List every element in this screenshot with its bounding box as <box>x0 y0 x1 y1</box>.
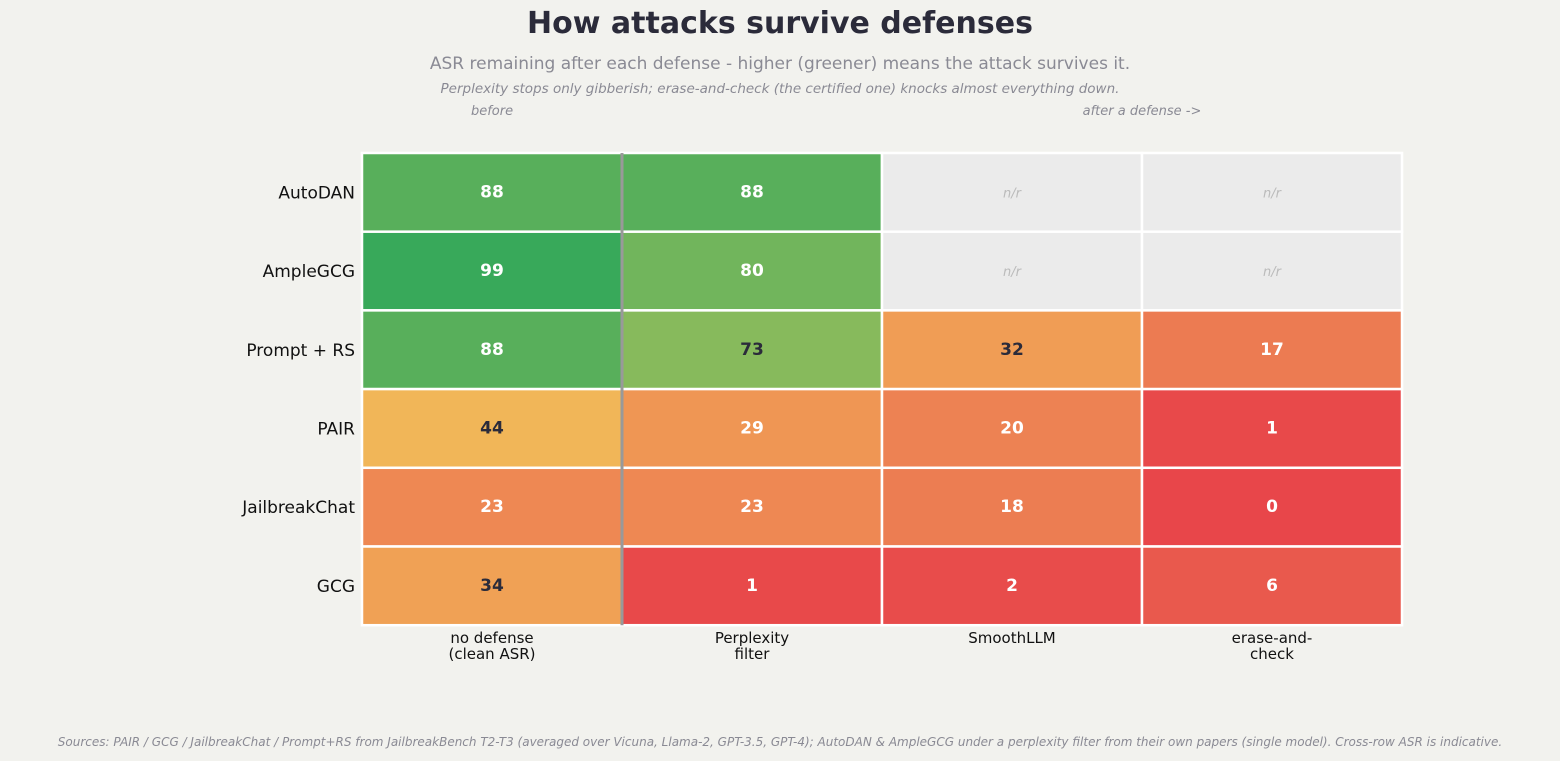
row-label: PAIR <box>317 419 355 439</box>
chart-title: How attacks survive defenses <box>527 6 1033 41</box>
heatmap-cell <box>880 230 1144 312</box>
row-label: GCG <box>317 577 355 597</box>
column-label: no defense (clean ASR) <box>448 629 535 663</box>
column-label: SmoothLLM <box>968 629 1056 647</box>
heatmap-cell <box>1140 230 1404 312</box>
cell-value-label: 99 <box>480 261 504 281</box>
row-label: AutoDAN <box>278 183 355 203</box>
heatmap-cell <box>620 545 884 627</box>
heatmap-cell <box>880 309 1144 391</box>
chart-subtitle-secondary: Perplexity stops only gibberish; erase-a… <box>440 81 1120 97</box>
heatmap-cell <box>1140 545 1404 627</box>
cell-value-label: 73 <box>740 340 764 360</box>
heatmap-cell <box>360 466 624 548</box>
row-label: JailbreakChat <box>241 498 355 518</box>
heatmap-cell <box>1140 466 1404 548</box>
heatmap-cell <box>360 309 624 391</box>
heatmap-cell <box>360 545 624 627</box>
cell-value-label: 18 <box>1000 497 1024 517</box>
cell-value-label: n/r <box>1263 265 1283 280</box>
cell-value-label: 29 <box>740 418 764 438</box>
heatmap-cell <box>1140 387 1404 470</box>
cell-value-label: 6 <box>1266 576 1278 596</box>
cell-value-label: 23 <box>480 497 504 517</box>
cell-value-label: 34 <box>480 576 504 596</box>
cell-value-label: 1 <box>1266 418 1278 438</box>
cell-value-label: 88 <box>740 182 764 202</box>
cell-value-label: 88 <box>480 182 504 202</box>
cell-value-label: 44 <box>480 418 504 438</box>
cell-value-label: 1 <box>746 576 758 596</box>
cell-value-label: 88 <box>480 340 504 360</box>
heatmap-chart: AutoDAN 88 88 n/r n/r AmpleGCG 99 80 n/r n/r Promp… <box>241 151 1404 663</box>
cell-value-label: n/r <box>1263 186 1283 201</box>
cell-value-label: 17 <box>1260 340 1284 360</box>
cell-value-label: 32 <box>1000 340 1024 360</box>
source-note: Sources: PAIR / GCG / JailbreakChat / Pr… <box>57 735 1503 749</box>
cell-value-label: 0 <box>1266 497 1278 517</box>
heatmap-cell <box>360 387 624 470</box>
row-label: Prompt + RS <box>246 341 355 361</box>
cell-value-label: 23 <box>740 497 764 517</box>
cell-value-label: 2 <box>1006 576 1018 596</box>
column-label: erase-and-check <box>1232 629 1313 663</box>
cell-value-label: n/r <box>1003 186 1023 201</box>
cell-value-label: 80 <box>740 261 764 281</box>
heatmap-cell <box>1140 309 1404 391</box>
heatmap-cell <box>1140 151 1404 233</box>
chart-subtitle: ASR remaining after each defense - highe… <box>429 54 1131 74</box>
column-label: Perplexity filter <box>715 629 789 663</box>
cell-value-label: 20 <box>1000 418 1024 438</box>
cell-value-label: n/r <box>1003 265 1023 280</box>
annotation-before: before <box>470 104 514 119</box>
row-label: AmpleGCG <box>263 262 355 282</box>
annotation-after: after a defense -> <box>1082 104 1202 119</box>
